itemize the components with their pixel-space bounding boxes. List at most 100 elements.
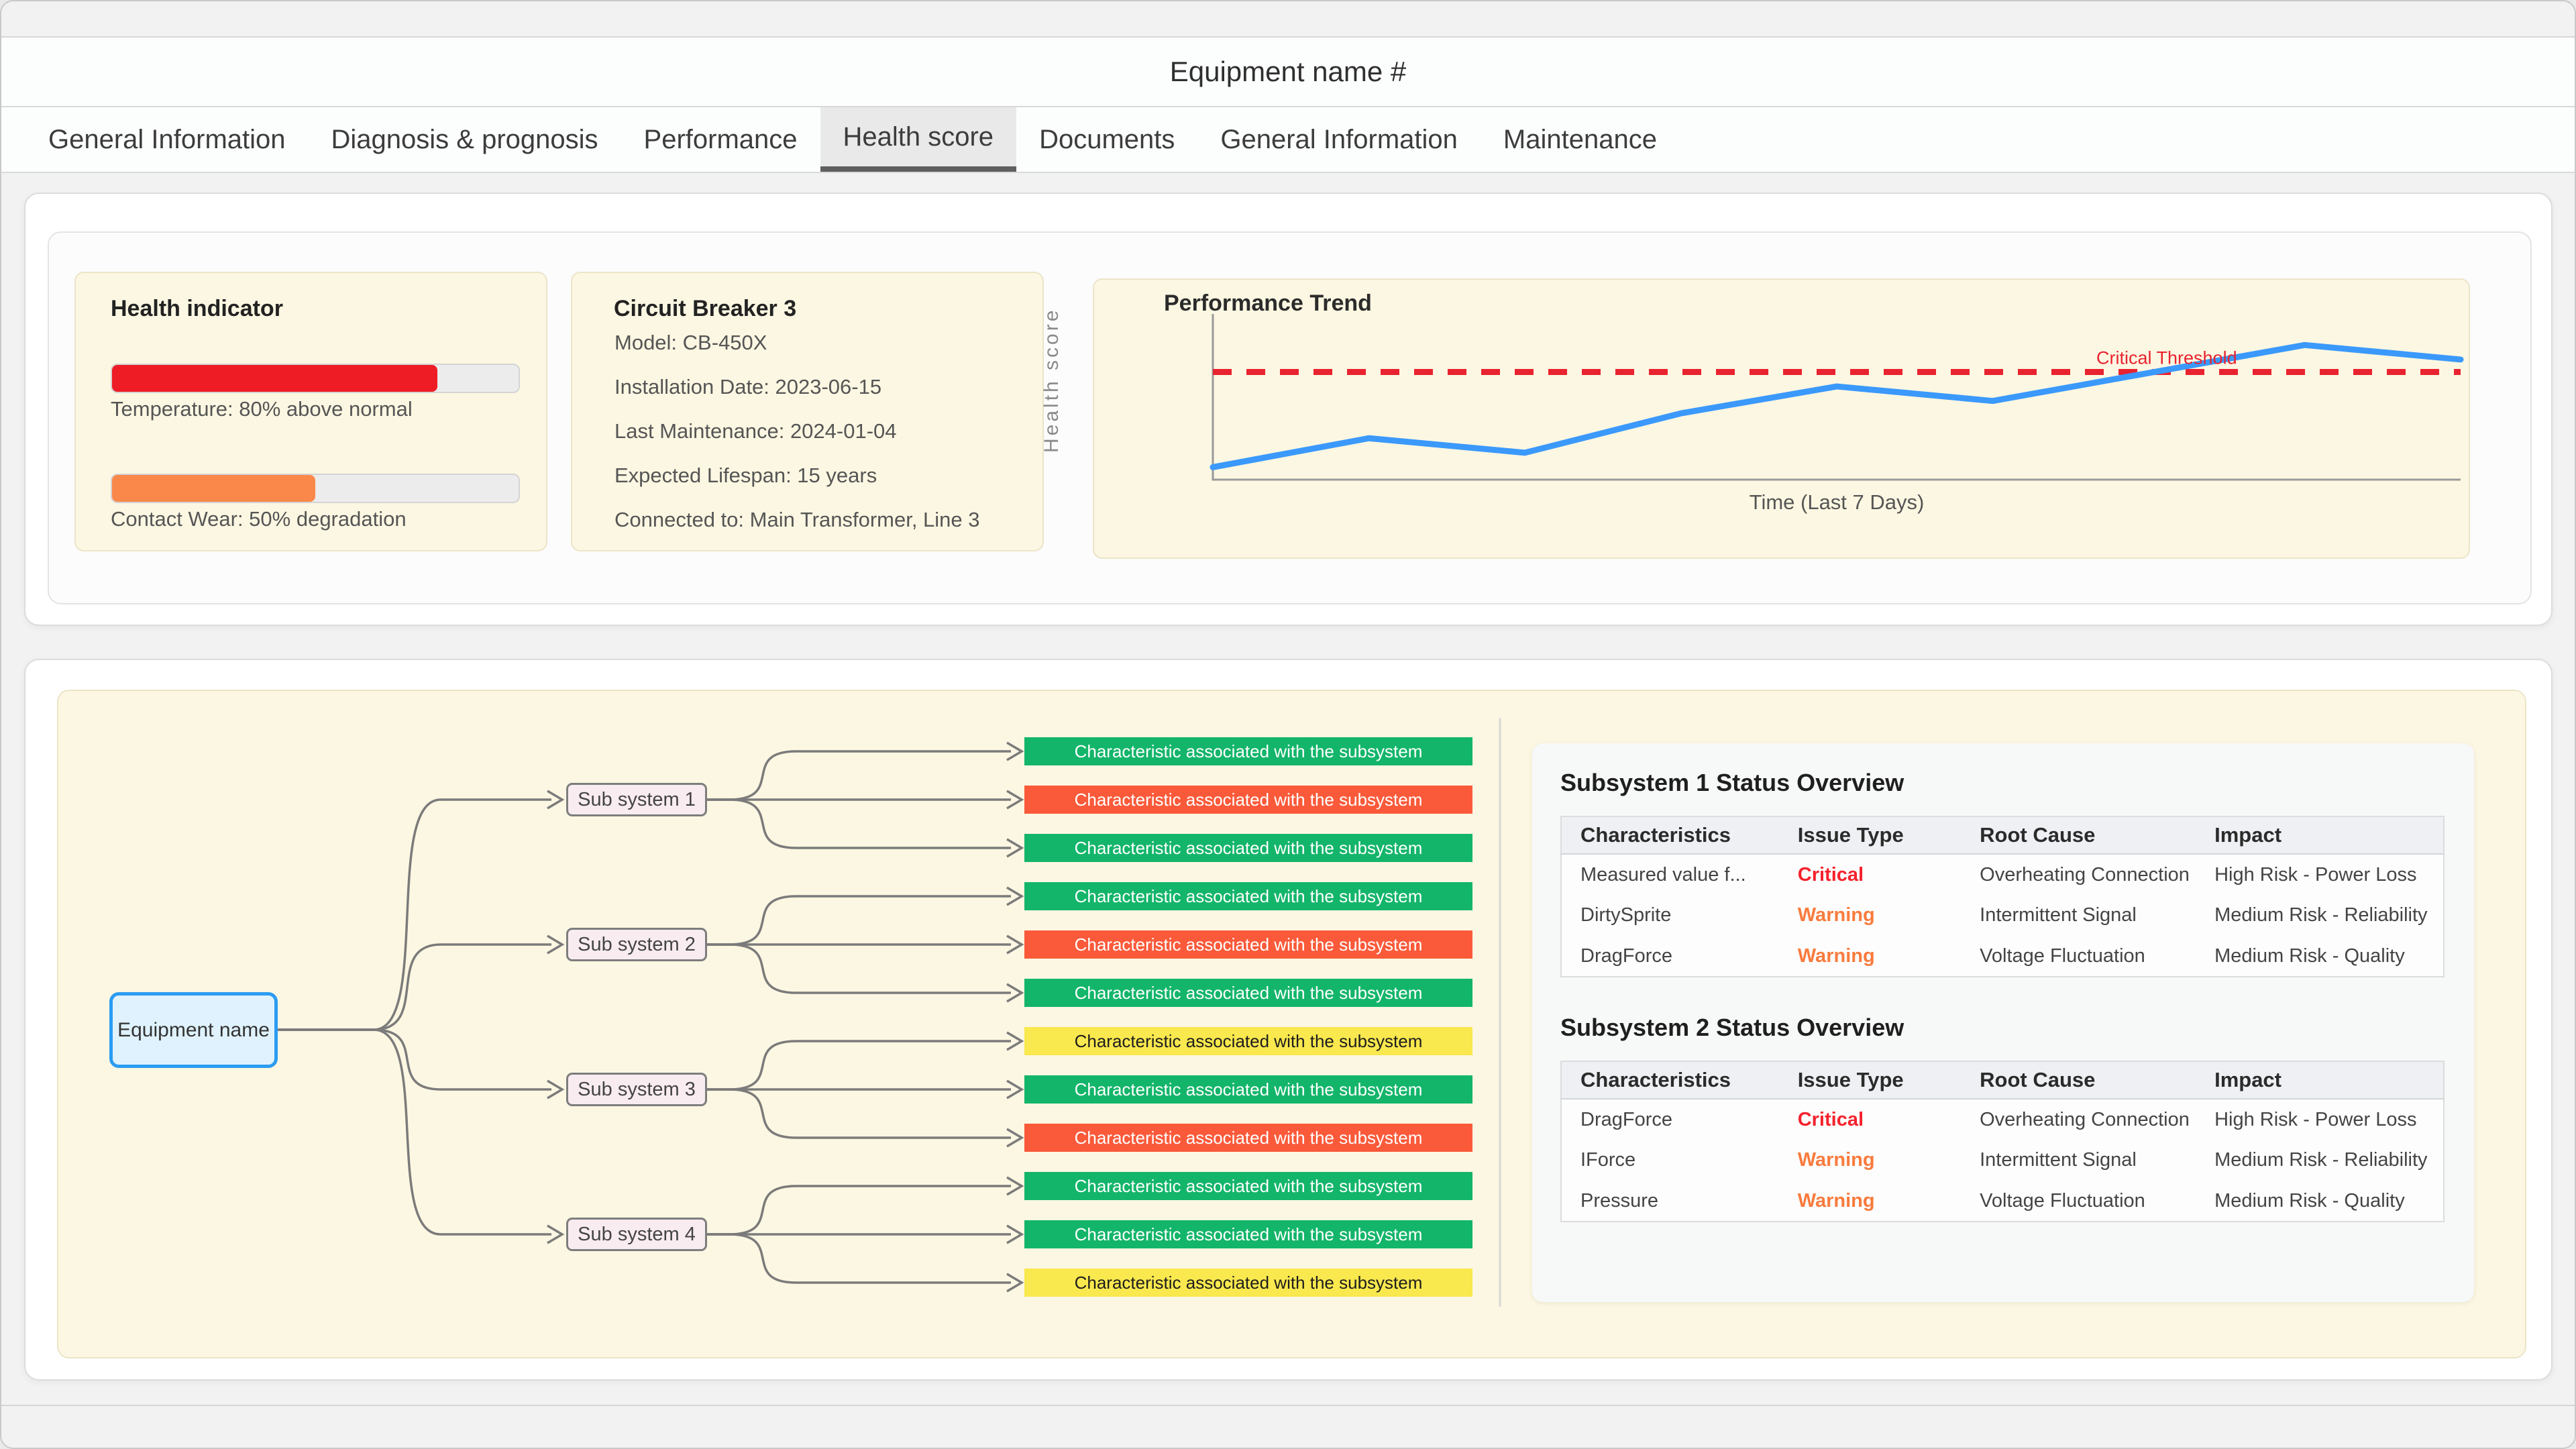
equipment-root-node: Equipment name	[109, 992, 278, 1068]
characteristic-chip-ok: Characteristic associated with the subsy…	[1024, 1172, 1472, 1200]
connector-line	[707, 1041, 1011, 1089]
column-header: Issue Type	[1779, 1061, 1961, 1099]
connector-line	[707, 800, 1011, 848]
table-title: Subsystem 1 Status Overview	[1560, 769, 2446, 797]
table-row: PressureWarningVoltage FluctuationMedium…	[1561, 1181, 2444, 1222]
cell-issue-type: Warning	[1779, 1181, 1961, 1222]
tab-general-information[interactable]: General Information	[25, 107, 309, 172]
connector-line	[707, 1234, 1011, 1283]
subsystem-node-1: Sub system 1	[566, 783, 707, 816]
cell-characteristic: DragForce	[1561, 936, 1779, 977]
chart-axes	[1213, 314, 2461, 480]
subsystem-status-table-1: CharacteristicsIssue TypeRoot CauseImpac…	[1560, 816, 2445, 977]
chart-x-axis-label: Time (Last 7 Days)	[1213, 490, 2461, 515]
characteristic-chip-caution: Characteristic associated with the subsy…	[1024, 1027, 1472, 1055]
cell-characteristic: DirtySprite	[1561, 895, 1779, 936]
cell-issue-type: Critical	[1779, 1099, 1961, 1140]
characteristic-chip-critical: Characteristic associated with the subsy…	[1024, 1124, 1472, 1152]
tab-documents[interactable]: Documents	[1016, 107, 1197, 172]
equipment-info-field: Model: CB-450X	[614, 331, 767, 355]
column-header: Characteristics	[1561, 1061, 1779, 1099]
health-score-line	[1213, 345, 2461, 467]
table-row: DirtySpriteWarningIntermittent SignalMed…	[1561, 895, 2444, 936]
table-row: IForceWarningIntermittent SignalMedium R…	[1561, 1140, 2444, 1181]
page-title: Equipment name #	[1170, 56, 1407, 88]
connector-line	[707, 1089, 1011, 1138]
cell-root-cause: Overheating Connection	[1961, 1099, 2196, 1140]
cell-characteristic: DragForce	[1561, 1099, 1779, 1140]
cell-impact: Medium Risk - Quality	[2196, 936, 2444, 977]
connector-line	[278, 1030, 551, 1089]
critical-threshold-label: Critical Threshold	[2096, 347, 2237, 368]
connector-line	[278, 1030, 551, 1234]
equipment-root-label: Equipment name	[117, 1019, 270, 1042]
health-bar-track	[111, 474, 520, 503]
connector-line	[278, 800, 551, 1030]
column-header: Issue Type	[1779, 816, 1961, 854]
health-bar-label: Temperature: 80% above normal	[111, 397, 413, 421]
cell-impact: Medium Risk - Quality	[2196, 1181, 2444, 1222]
table-title: Subsystem 2 Status Overview	[1560, 1014, 2446, 1042]
tab-diagnosis-prognosis[interactable]: Diagnosis & prognosis	[309, 107, 621, 172]
title-bar: Equipment name #	[1, 38, 2575, 107]
characteristic-chip-caution: Characteristic associated with the subsy…	[1024, 1269, 1472, 1297]
characteristic-chip-ok: Characteristic associated with the subsy…	[1024, 1075, 1472, 1104]
subsystem-node-4: Sub system 4	[566, 1218, 707, 1251]
connector-line	[707, 945, 1011, 993]
subsystem-status-table-2: CharacteristicsIssue TypeRoot CauseImpac…	[1560, 1061, 2445, 1222]
table-row: DragForceCriticalOverheating ConnectionH…	[1561, 1099, 2444, 1140]
table-row: DragForceWarningVoltage FluctuationMediu…	[1561, 936, 2444, 977]
characteristic-chip-ok: Characteristic associated with the subsy…	[1024, 737, 1472, 765]
connector-line	[707, 751, 1011, 800]
connector-line	[707, 896, 1011, 945]
cell-impact: Medium Risk - Reliability	[2196, 1140, 2444, 1181]
equipment-info-title: Circuit Breaker 3	[614, 296, 796, 322]
status-tables-panel: Subsystem 1 Status Overview Characteristi…	[1532, 743, 2474, 1302]
subsystem-node-2: Sub system 2	[566, 928, 707, 961]
cell-impact: High Risk - Power Loss	[2196, 854, 2444, 895]
characteristic-chip-critical: Characteristic associated with the subsy…	[1024, 786, 1472, 814]
tab-maintenance[interactable]: Maintenance	[1481, 107, 1680, 172]
equipment-health-window: Equipment name # General InformationDiag…	[0, 0, 2576, 1449]
cell-root-cause: Voltage Fluctuation	[1961, 1181, 2196, 1222]
equipment-info-card: Circuit Breaker 3 Model: CB-450X Installa…	[571, 272, 1044, 551]
column-header: Impact	[2196, 1061, 2444, 1099]
column-header: Root Cause	[1961, 1061, 2196, 1099]
tab-performance[interactable]: Performance	[621, 107, 820, 172]
cell-issue-type: Warning	[1779, 1140, 1961, 1181]
tab-bar: General InformationDiagnosis & prognosis…	[1, 107, 2575, 173]
tab-general-information[interactable]: General Information	[1197, 107, 1481, 172]
equipment-info-field: Installation Date: 2023-06-15	[614, 375, 881, 399]
health-bar-track	[111, 364, 520, 393]
subsystem-diagram-panel: Equipment name Sub system 1 Characteristi…	[57, 690, 2526, 1358]
cell-impact: Medium Risk - Reliability	[2196, 895, 2444, 936]
equipment-info-field: Expected Lifespan: 15 years	[614, 464, 877, 488]
equipment-info-field: Connected to: Main Transformer, Line 3	[614, 508, 980, 532]
cell-impact: High Risk - Power Loss	[2196, 1099, 2444, 1140]
performance-trend-title: Performance Trend	[1164, 290, 1372, 317]
column-header: Impact	[2196, 816, 2444, 854]
column-header: Characteristics	[1561, 816, 1779, 854]
performance-trend-chart: Critical Threshold	[1094, 280, 2471, 560]
subsystem-node-3: Sub system 3	[566, 1073, 707, 1106]
health-bar-fill	[112, 475, 315, 502]
cell-characteristic: Measured value f...	[1561, 854, 1779, 895]
cell-issue-type: Critical	[1779, 854, 1961, 895]
health-indicator-card: Health indicator Temperature: 80% above …	[74, 272, 547, 551]
characteristic-chip-ok: Characteristic associated with the subsy…	[1024, 882, 1472, 910]
tab-health-score[interactable]: Health score	[820, 107, 1017, 172]
column-header: Root Cause	[1961, 816, 2196, 854]
health-indicator-title: Health indicator	[111, 296, 283, 322]
cell-characteristic: IForce	[1561, 1140, 1779, 1181]
characteristic-chip-ok: Characteristic associated with the subsy…	[1024, 834, 1472, 862]
equipment-info-field: Last Maintenance: 2024-01-04	[614, 419, 897, 443]
cell-issue-type: Warning	[1779, 895, 1961, 936]
table-row: Measured value f...CriticalOverheating C…	[1561, 854, 2444, 895]
cell-root-cause: Overheating Connection	[1961, 854, 2196, 895]
health-bar-fill	[112, 365, 437, 392]
subsystem-overview-card: Equipment name Sub system 1 Characteristi…	[24, 659, 2553, 1381]
cell-root-cause: Intermittent Signal	[1961, 1140, 2196, 1181]
cell-characteristic: Pressure	[1561, 1181, 1779, 1222]
health-bar-label: Contact Wear: 50% degradation	[111, 507, 407, 531]
characteristic-chip-ok: Characteristic associated with the subsy…	[1024, 1220, 1472, 1248]
